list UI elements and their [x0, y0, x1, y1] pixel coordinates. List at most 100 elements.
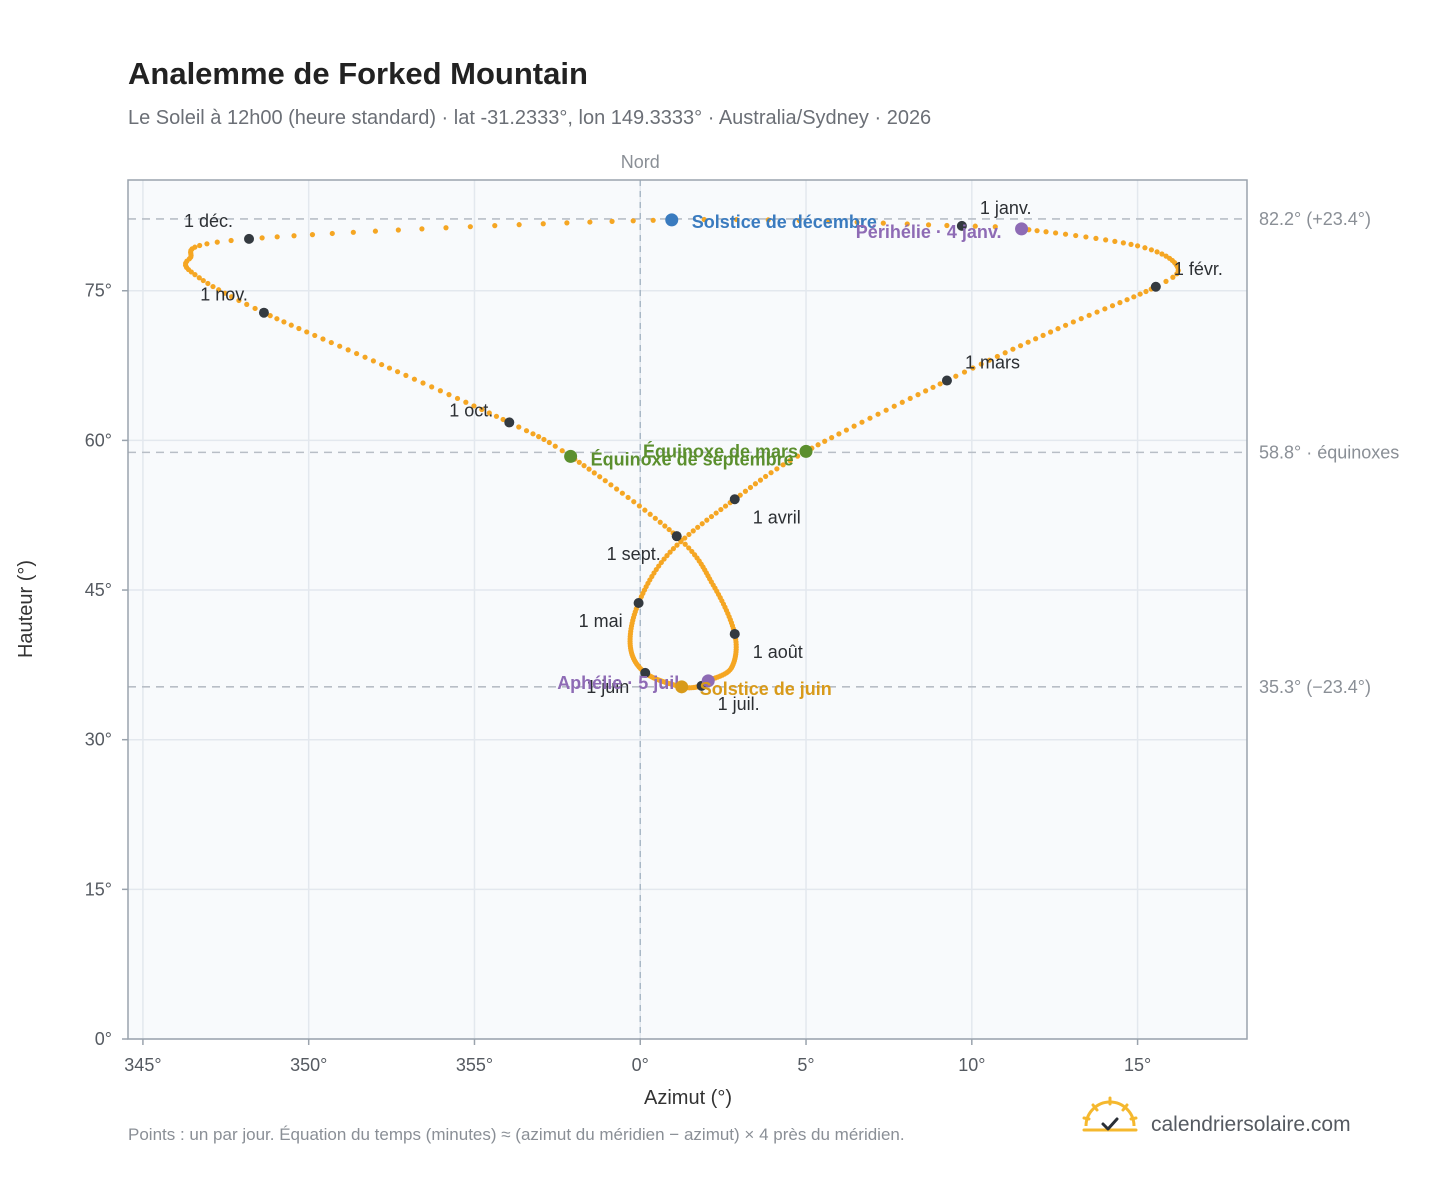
- reference-line-label: 58.8° · équinoxes: [1259, 442, 1399, 462]
- curve-day-point: [576, 459, 582, 465]
- curve-day-point: [467, 224, 473, 230]
- curve-day-point: [1159, 251, 1165, 257]
- event-marker: [665, 213, 679, 227]
- brand-logo[interactable]: calendriersolaire.com: [1082, 1096, 1351, 1136]
- curve-day-point: [904, 221, 910, 227]
- month-marker: [956, 220, 967, 231]
- curve-day-point: [652, 515, 658, 521]
- curve-day-point: [768, 470, 774, 476]
- reference-line-label: 35.3° (−23.4°): [1259, 677, 1371, 697]
- month-label: 1 févr.: [1174, 259, 1223, 279]
- curve-day-point: [647, 511, 653, 517]
- curve-day-point: [1070, 319, 1076, 325]
- grid-lines: [128, 180, 1247, 1040]
- curve-day-point: [244, 301, 250, 307]
- curve-day-point: [867, 415, 873, 421]
- curve-day-point: [312, 332, 318, 339]
- curve-day-point: [337, 343, 343, 349]
- curve-day-point: [216, 287, 222, 293]
- curve-day-point: [411, 376, 418, 382]
- curve-day-point: [345, 347, 351, 353]
- curve-day-point: [631, 499, 637, 505]
- event-label: Aphélie · 5 juil.: [557, 673, 684, 693]
- curve-day-point: [564, 220, 570, 226]
- curve-day-point: [446, 392, 452, 398]
- curve-day-point: [859, 419, 865, 425]
- curve-day-point: [205, 280, 211, 287]
- curve-day-point: [296, 325, 302, 332]
- event-marker: [701, 674, 715, 688]
- curve-day-point: [815, 442, 821, 448]
- curve-day-point: [471, 403, 477, 409]
- event-label: Équinoxe de septembre: [591, 448, 794, 469]
- curve-day-point: [994, 353, 1000, 360]
- reference-line-label: 82.2° (+23.4°): [1259, 209, 1371, 229]
- curve-day-point: [192, 244, 198, 250]
- north-line-group: Nord: [621, 152, 660, 1039]
- plot-area: [128, 180, 1247, 1039]
- curve-day-point: [540, 221, 546, 227]
- curve-day-point: [500, 416, 506, 423]
- curve-day-point: [1163, 278, 1169, 284]
- curve-day-point: [829, 435, 835, 441]
- curve-day-point: [362, 354, 368, 360]
- y-axis-ticks: 0° 15° 30° 45° 60° 75°: [85, 281, 128, 1049]
- curve-day-point: [1093, 235, 1099, 241]
- curve-day-point: [429, 384, 435, 390]
- month-label: 1 sept.: [607, 544, 661, 564]
- curve-day-point: [1073, 232, 1079, 239]
- event-label: Équinoxe de mars: [643, 440, 798, 461]
- curve-day-point: [642, 507, 648, 513]
- curve-day-point: [581, 463, 587, 469]
- curve-day-point: [1174, 271, 1180, 277]
- curve-day-point: [690, 528, 696, 534]
- y-tick-label: 60°: [85, 430, 112, 450]
- curve-day-point: [1034, 228, 1040, 234]
- curve-day-point: [883, 407, 889, 413]
- curve-day-point: [454, 395, 461, 402]
- curve-day-point: [937, 381, 943, 387]
- curve-day-point: [667, 549, 673, 555]
- curve-day-point: [1131, 294, 1137, 300]
- month-marker: [504, 417, 515, 428]
- curve-day-point: [587, 219, 593, 225]
- curve-day-point: [686, 531, 692, 538]
- curve-day-point: [486, 410, 492, 416]
- curve-day-point: [752, 481, 759, 487]
- curve-day-point: [281, 319, 287, 325]
- curve-day-point: [923, 388, 929, 394]
- curve-day-point: [386, 365, 393, 371]
- curve-day-point: [463, 399, 469, 405]
- curve-day-point: [925, 222, 932, 228]
- curve-day-point: [1128, 241, 1134, 247]
- curve-day-point: [686, 545, 692, 551]
- curve-day-point: [1040, 332, 1046, 338]
- curve-day-point: [992, 224, 998, 230]
- curve-day-point: [822, 438, 828, 444]
- curve-day-point: [309, 232, 316, 238]
- event-marker: [799, 444, 813, 458]
- curve-day-point: [661, 556, 667, 562]
- curve-day-point: [763, 473, 769, 480]
- curve-day-point: [1010, 346, 1016, 352]
- month-label: 1 mai: [579, 611, 623, 631]
- curve-day-point: [795, 453, 801, 459]
- curve-day-point: [915, 392, 921, 398]
- curve-day-point: [891, 403, 897, 409]
- curve-day-point: [1047, 329, 1054, 335]
- curve-day-point: [419, 226, 425, 232]
- month-label: 1 avril: [753, 507, 801, 527]
- curve-day-point: [699, 521, 705, 527]
- curve-day-point: [708, 513, 715, 520]
- x-tick-label: 345°: [124, 1055, 161, 1075]
- curve-day-point: [200, 277, 206, 284]
- curve-day-point: [796, 217, 802, 224]
- curve-day-point: [350, 229, 356, 235]
- x-tick-label: 350°: [290, 1055, 327, 1075]
- curve-day-point: [530, 431, 536, 437]
- curve-day-point: [1170, 274, 1176, 280]
- curve-day-point: [291, 233, 297, 239]
- curve-day-point: [437, 388, 443, 394]
- month-marker: [729, 628, 740, 639]
- curve-day-point: [591, 470, 597, 476]
